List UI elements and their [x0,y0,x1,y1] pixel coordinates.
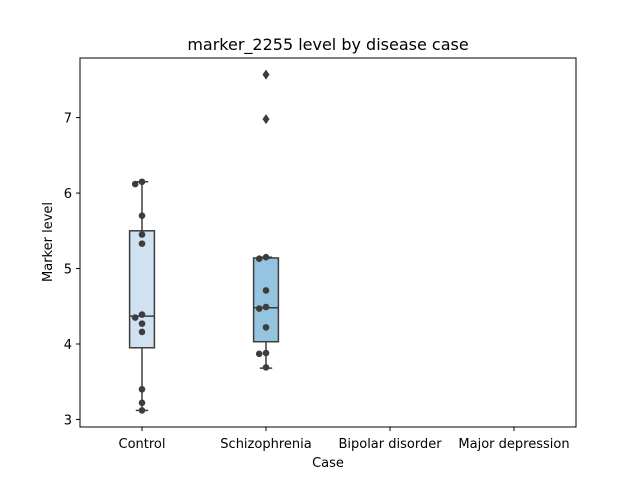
box-schizophrenia [252,257,280,343]
plot-layer [128,69,280,414]
data-point-schizophrenia-1 [255,255,263,263]
data-point-control-10 [138,399,146,407]
data-point-schizophrenia-3 [262,303,270,311]
outlier-schizophrenia-0 [262,114,270,125]
data-point-schizophrenia-8 [262,364,270,371]
data-point-schizophrenia-5 [262,324,270,331]
chart-title: marker_2255 level by disease case [187,35,468,55]
data-point-schizophrenia-2 [262,287,270,294]
data-point-schizophrenia-6 [262,349,270,357]
data-point-control-1 [131,180,139,188]
x-tick-label-bipolar-disorder: Bipolar disorder [338,437,442,452]
x-tick-label-major-depression: Major depression [458,437,569,452]
x-tick-label-schizophrenia: Schizophrenia [220,437,311,452]
data-point-schizophrenia-4 [255,305,263,312]
box-group-schizophrenia [252,69,280,369]
data-point-control-8 [138,328,146,336]
y-tick-label-7: 7 [64,112,72,127]
data-point-control-7 [138,320,146,327]
y-tick-label-6: 6 [64,187,72,202]
x-axis: Control Schizophrenia Bipolar disorder Majo… [119,427,570,452]
data-point-schizophrenia-0 [262,253,270,261]
data-point-control-4 [138,240,146,247]
data-point-control-5 [138,311,146,318]
data-point-control-6 [131,314,139,321]
box-control [128,230,156,349]
data-point-control-0 [138,178,146,186]
y-axis-label: Marker level [41,202,56,282]
outlier-schizophrenia-1 [262,69,270,80]
plot-frame [79,57,577,428]
data-point-control-3 [138,231,146,238]
points-control [131,178,146,414]
y-axis: 3 4 5 6 7 [64,112,80,428]
data-point-control-2 [138,212,146,220]
points-schizophrenia [255,253,270,371]
x-axis-label: Case [312,456,344,471]
box-group-control [128,181,156,412]
x-tick-label-control: Control [119,437,166,452]
y-tick-label-5: 5 [64,263,72,278]
data-point-control-9 [138,385,146,393]
y-tick-label-3: 3 [64,413,72,428]
data-point-schizophrenia-7 [255,350,263,358]
data-point-control-11 [138,407,146,414]
y-tick-label-4: 4 [64,338,72,353]
